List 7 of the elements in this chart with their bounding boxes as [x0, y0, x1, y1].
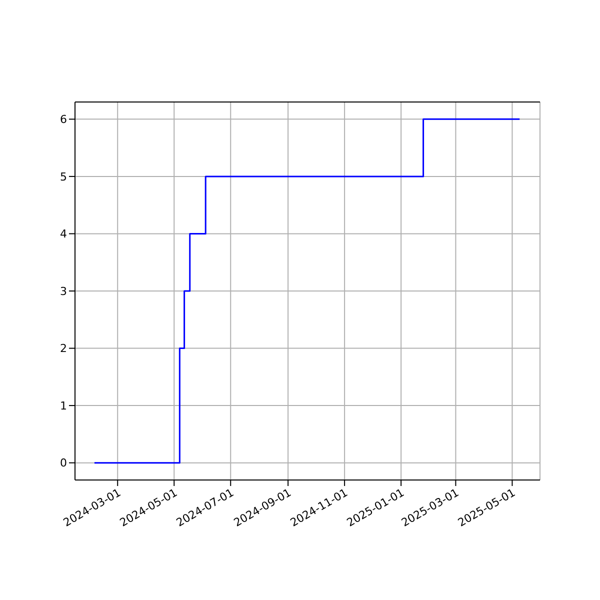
y-tick-label: 4	[60, 228, 67, 241]
y-tick-label: 3	[60, 284, 67, 298]
y-tick-label: 5	[60, 170, 67, 184]
y-tick-label: 6	[60, 113, 67, 126]
y-tick-label: 2	[60, 342, 67, 356]
y-tick-label: 1	[60, 399, 67, 412]
y-tick-label: 0	[60, 456, 67, 470]
